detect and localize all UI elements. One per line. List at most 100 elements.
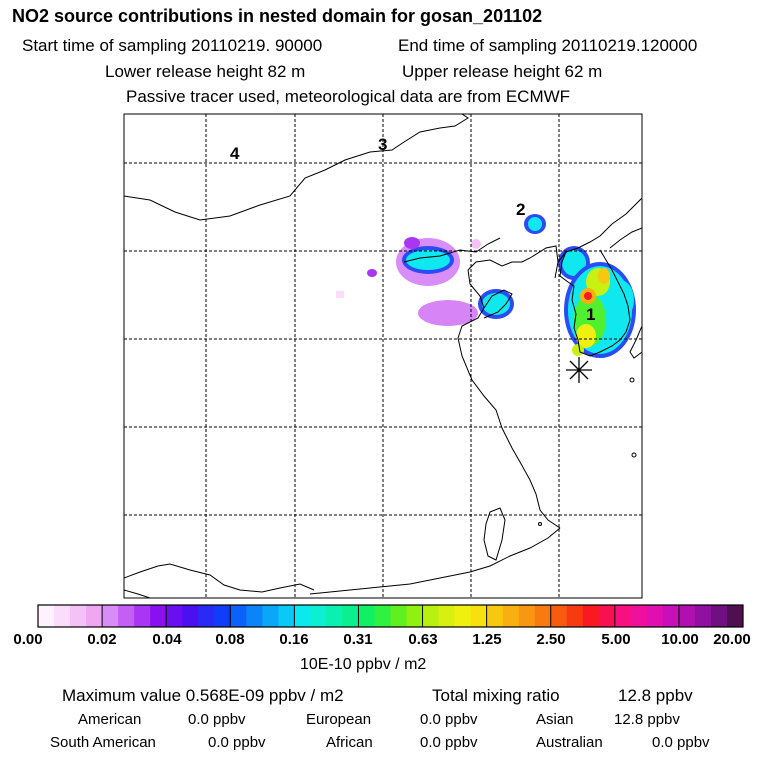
plume-dot-west [367,269,377,277]
colorbar-swatch [438,605,456,627]
plume-small-pink [471,239,481,249]
region-value-south-american: 0.0 ppbv [208,734,266,751]
colorbar-frame [37,604,744,628]
map-frame [123,113,643,599]
colorbar-swatch [166,605,183,627]
colorbar-swatch [198,605,215,627]
colorbar-swatch [406,605,424,627]
plume-korea-yellow-mid [576,324,596,348]
colorbar-swatch [86,605,103,627]
colorbar-swatch [70,605,87,627]
region-name-american: American [78,711,142,728]
region-value-american: 0.0 ppbv [188,711,246,728]
total-mixing-value: 12.8 ppbv [618,686,693,705]
colorbar-swatch [294,605,311,627]
island-2 [631,452,637,458]
colorbar-swatch [678,605,696,627]
region-name-european: European [306,711,372,728]
plume-korea-east [606,280,634,320]
colorbar-swatch [694,605,712,627]
colorbar-tick-2: 0.04 [152,631,182,648]
region-label-4: 4 [230,144,240,163]
maximum-value: Maximum value 0.568E-09 ppbv / m2 [62,686,344,705]
japan-coast [629,325,642,359]
colorbar-swatch [550,605,568,627]
inner-border [403,237,501,263]
colorbar-swatch [726,605,744,627]
bohai-coast-north [467,245,559,279]
plume-layer [336,214,636,358]
southwest-border-2 [124,589,151,598]
mongolia-border [124,114,469,221]
colorbar-tick-5: 0.31 [343,631,373,648]
colorbar-tick-8: 2.50 [536,631,566,648]
colorbar-swatch [262,605,279,627]
gosan-asterisk [566,357,592,383]
plume-ne-china-core [406,250,450,270]
korea-north-coast [609,227,642,249]
island-3 [538,522,542,526]
region-value-european: 0.0 ppbv [420,711,478,728]
colorbar-tick-1: 0.02 [87,631,117,648]
start-time: Start time of sampling 20110219. 90000 [22,36,323,55]
colorbar-swatch [486,605,504,627]
colorbar-tick-6: 0.63 [408,631,438,648]
region-label-2: 2 [516,200,525,219]
colorbar-swatch [582,605,600,627]
colorbar-swatch [102,605,119,627]
korea-border-north [557,197,642,263]
colorbar-swatch [710,605,728,627]
colorbar-tick-3: 0.08 [215,631,245,648]
colorbar-swatch [342,605,359,627]
colorbar-swatch [518,605,536,627]
colorbar-swatch [374,605,391,627]
upper-release-height: Upper release height 62 m [402,62,603,81]
colorbar-swatch [182,605,199,627]
island-1 [629,377,635,383]
colorbar-tick-7: 1.25 [472,631,502,648]
colorbar-tick-10: 10.00 [661,631,699,648]
colorbar-swatch [534,605,552,627]
plot-title: NO2 source contributions in nested domai… [12,6,543,26]
plume-korea-north-core [562,250,586,276]
colorbar-tick-0: 0.00 [13,631,43,648]
colorbar-swatch [214,605,231,627]
plume-ne-china-top [404,237,420,249]
south-china-coast [309,527,561,595]
region-value-african: 0.0 ppbv [420,734,478,751]
region-name-asian: Asian [536,711,574,728]
colorbar-swatch [358,605,375,627]
plume-korea-red [584,292,592,300]
plume-region2-core [528,217,542,231]
plume-korea-orange-top [598,268,610,284]
map-gridlines [124,114,642,598]
lower-release-height: Lower release height 82 m [105,62,306,81]
colorbar-swatch [54,605,71,627]
colorbar-swatch [614,605,632,627]
colorbar [38,605,744,627]
colorbar-swatch [470,605,488,627]
colorbar-swatch [278,605,295,627]
colorbar-swatch [454,605,472,627]
region-name-african: African [326,734,373,751]
colorbar-swatch [150,605,167,627]
southwest-border [124,563,315,593]
end-time: End time of sampling 20110219.120000 [398,36,698,55]
colorbar-swatch [246,605,263,627]
colorbar-swatch [598,605,616,627]
region-name-australian: Australian [536,734,603,751]
region-name-south-american: South American [50,734,156,751]
colorbar-swatch [662,605,680,627]
coastlines [124,114,642,598]
region-value-australian: 0.0 ppbv [652,734,710,751]
plume-korea-south [572,344,584,356]
colorbar-swatch [230,605,247,627]
colorbar-tick-11: 20.00 [713,631,751,648]
tracer-note: Passive tracer used, meteorological data… [126,87,571,106]
colorbar-tick-9: 5.00 [601,631,631,648]
colorbar-swatch [630,605,648,627]
colorbar-swatch [422,605,440,627]
colorbar-swatch [390,605,408,627]
region-value-asian: 12.8 ppbv [614,711,680,728]
